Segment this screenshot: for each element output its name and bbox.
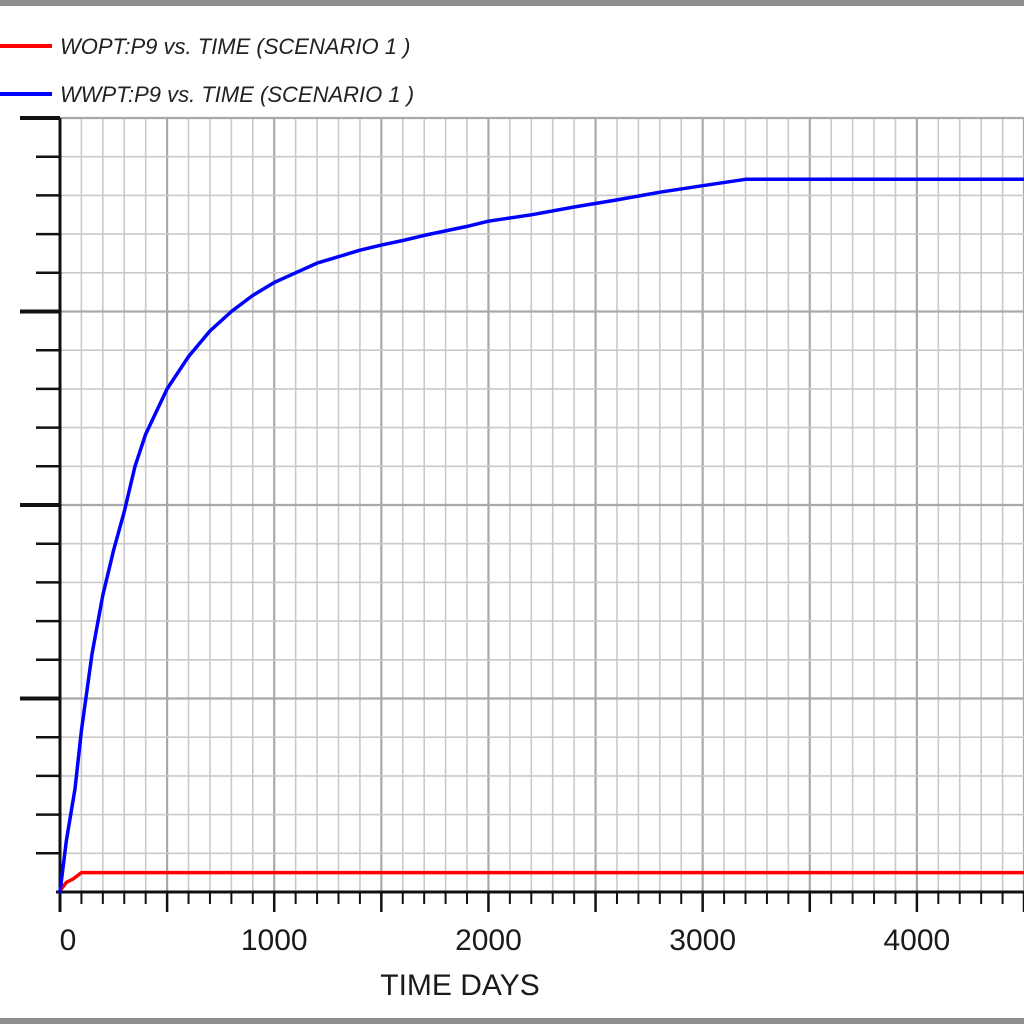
axes bbox=[20, 116, 1024, 912]
legend-label-1: WOPT:P9 vs. TIME (SCENARIO 1 ) bbox=[60, 34, 410, 59]
grid bbox=[60, 116, 1024, 892]
x-tick-label: 4000 bbox=[884, 924, 951, 957]
legend: WOPT:P9 vs. TIME (SCENARIO 1 ) WWPT:P9 vs… bbox=[0, 34, 414, 107]
x-tick-label: 3000 bbox=[669, 924, 736, 957]
series-line-2 bbox=[58, 177, 1024, 894]
x-tick-label: 1000 bbox=[241, 924, 308, 957]
series-line-1 bbox=[58, 870, 1024, 893]
x-tick-label: 0 bbox=[60, 924, 77, 957]
x-axis-title: TIME DAYS bbox=[380, 969, 539, 1002]
legend-label-2: WWPT:P9 vs. TIME (SCENARIO 1 ) bbox=[60, 82, 414, 107]
series-group bbox=[58, 177, 1024, 894]
x-tick-labels: 0 1000 2000 3000 4000 bbox=[60, 924, 951, 957]
x-tick-label: 2000 bbox=[455, 924, 522, 957]
